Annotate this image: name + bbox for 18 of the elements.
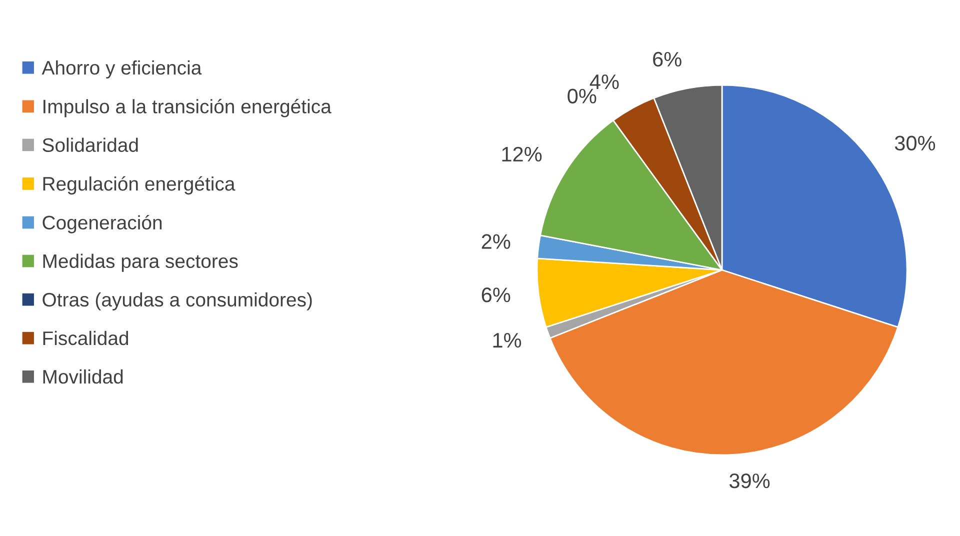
data-label: 39% xyxy=(729,473,770,488)
legend-label: Solidaridad xyxy=(42,138,138,152)
data-label: 6% xyxy=(653,52,682,67)
data-label: 2% xyxy=(482,234,510,249)
data-label: 30% xyxy=(894,136,936,151)
legend-label: Cogeneración xyxy=(42,215,162,234)
legend-label: Fiscalidad xyxy=(43,330,128,346)
legend-label: Otras (ayudas a consumidores) xyxy=(42,292,312,310)
data-label: 12% xyxy=(502,146,542,162)
text: 0% xyxy=(568,88,596,104)
data-label: 1% xyxy=(493,332,522,348)
legend-label: Movilidad xyxy=(43,369,123,384)
legend-label: Medidas para sectores xyxy=(43,254,238,272)
data-label: 6% xyxy=(482,288,510,302)
data-label: 4% xyxy=(590,74,619,90)
legend-label: Impulso a la transición energética xyxy=(44,98,332,118)
legend-label: Ahorro y eficiencia xyxy=(42,60,202,79)
legend-label: Regulación energética xyxy=(43,176,236,195)
